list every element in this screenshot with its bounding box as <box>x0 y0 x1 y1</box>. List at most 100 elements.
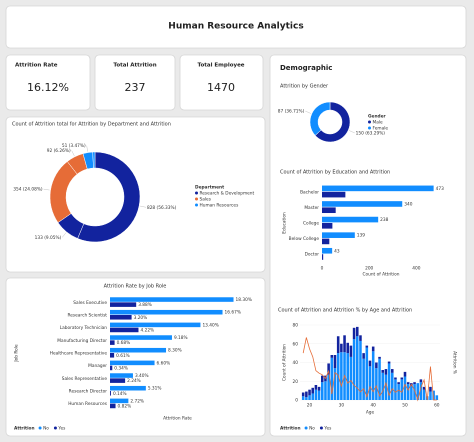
bar <box>406 382 410 385</box>
legend-marker <box>304 426 308 430</box>
legend-marker <box>195 197 198 201</box>
bar <box>416 383 419 400</box>
data-label: 354 (24.08%) <box>13 187 43 193</box>
legend-label: Human Resources <box>200 203 240 209</box>
legend-marker <box>195 203 198 207</box>
bar <box>419 382 423 400</box>
bar <box>311 393 314 400</box>
kpi-value: 16.12% <box>27 81 69 94</box>
kpi-label: Attrition Rate <box>15 63 58 69</box>
category-label: Research Scientist <box>67 313 107 319</box>
data-label: 3.20% <box>134 315 148 321</box>
bar <box>394 377 397 380</box>
data-label: 133 (9.05%) <box>35 235 62 241</box>
category-label: Manager <box>88 363 107 369</box>
donut-slice <box>314 101 351 143</box>
data-label: 2.72% <box>130 398 144 404</box>
data-label: 238 <box>380 217 388 223</box>
legend-title: Department <box>195 185 224 191</box>
legend-label: Yes <box>323 426 332 432</box>
x-tick-label: 40 <box>370 403 376 409</box>
kpi-card <box>5 54 91 111</box>
title-card <box>5 5 467 49</box>
legend-marker <box>53 426 57 430</box>
bar <box>403 371 407 377</box>
data-label: 0.82% <box>118 403 132 409</box>
leader-line <box>62 232 67 238</box>
bar <box>322 191 346 198</box>
data-label: 0.68% <box>117 340 131 346</box>
legend-title: Attrition <box>14 426 35 432</box>
bar <box>110 365 113 371</box>
bar <box>356 326 359 337</box>
bar <box>422 386 426 390</box>
bar <box>387 363 391 400</box>
bar <box>387 361 391 364</box>
category-label: Doctor <box>305 252 320 258</box>
bar <box>333 355 337 369</box>
x-tick-label: 400 <box>412 266 420 272</box>
bar <box>368 360 372 367</box>
dashboard-title: Human Resource Analytics <box>168 22 303 32</box>
bar <box>330 355 334 358</box>
bar <box>356 336 359 400</box>
bar <box>317 386 321 391</box>
legend-marker <box>368 126 371 130</box>
bar <box>110 322 201 328</box>
y-tick-label: 80 <box>293 323 299 329</box>
x-axis-label: Count of Attrition <box>362 272 399 278</box>
bar <box>321 382 324 400</box>
bar <box>365 347 369 400</box>
data-label: 8.30% <box>168 348 182 354</box>
bar <box>349 345 353 357</box>
bar <box>110 309 223 315</box>
data-label: 4.22% <box>140 327 154 333</box>
bar <box>397 382 400 385</box>
bar <box>391 372 394 400</box>
bar <box>371 346 375 352</box>
x-axis-label: Attrition Rate <box>163 416 192 422</box>
bar <box>322 238 330 245</box>
bar <box>384 369 388 375</box>
bar <box>110 360 155 366</box>
legend-marker <box>368 120 371 124</box>
category-label: Human Resources <box>68 401 108 407</box>
legend-title: Gender <box>368 114 386 120</box>
bar <box>110 385 146 391</box>
y-tick-label: 20 <box>293 379 299 385</box>
bar <box>432 390 435 400</box>
category-label: Sales Executive <box>73 300 107 306</box>
bar <box>327 374 330 400</box>
category-label: Sales Representative <box>62 376 108 382</box>
bar <box>375 362 378 369</box>
data-label: 0.34% <box>114 365 128 371</box>
chart-title: Attrition Rate by Job Role <box>104 284 167 290</box>
bar <box>359 335 362 341</box>
y2-axis-label: Attrition % <box>452 351 458 374</box>
bar <box>322 247 333 254</box>
data-label: 92 (6.26%) <box>47 148 71 154</box>
category-label: Manufacturing Director <box>57 338 107 344</box>
x-tick-label: 50 <box>402 403 408 409</box>
y-tick-label: 60 <box>293 341 299 347</box>
bar <box>352 327 356 340</box>
data-label: 16.67% <box>225 310 241 316</box>
data-label: 13.40% <box>202 322 218 328</box>
donut-slice <box>92 151 96 169</box>
leader-line <box>349 130 355 134</box>
bar <box>394 379 397 400</box>
bar <box>330 357 334 400</box>
bar <box>362 358 365 400</box>
bar <box>305 397 308 400</box>
data-label: 139 <box>357 233 365 239</box>
x-tick-label: 0 <box>321 266 324 272</box>
legend-marker <box>195 191 198 195</box>
bar <box>110 378 126 383</box>
bar <box>375 368 378 400</box>
bar <box>322 207 336 214</box>
data-label: 87 (36.71%) <box>278 109 305 115</box>
bar <box>301 392 305 397</box>
chart-title: Count of Attrition by Education and Attr… <box>280 170 390 176</box>
legend-label: No <box>43 426 49 432</box>
bar <box>308 395 311 400</box>
